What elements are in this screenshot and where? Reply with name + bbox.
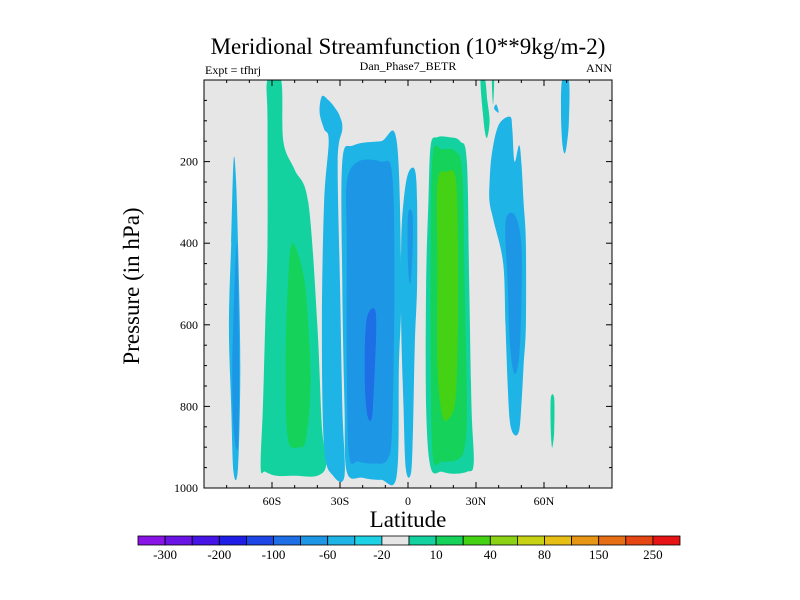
- colorbar-swatch: [327, 535, 356, 546]
- x-tick-label: 0: [405, 494, 411, 508]
- x-tick-label: 60N: [534, 494, 555, 508]
- x-axis: 60S 30S 0 30N 60N: [226, 80, 590, 508]
- contour-nh-top-green: [480, 80, 490, 138]
- colorbar-tick-label: 40: [484, 547, 497, 562]
- colorbar: -300 -200 -100 -60 -20 10 40 80 150 250: [137, 535, 681, 562]
- contour-nh-hadley-core: [436, 170, 459, 421]
- y-tick-label: 400: [180, 236, 198, 250]
- colorbar-tick-label: 10: [430, 547, 443, 562]
- colorbar-swatch: [137, 535, 166, 546]
- colorbar-tick-label: 80: [538, 547, 551, 562]
- colorbar-tick-label: 250: [643, 547, 663, 562]
- colorbar-swatch: [273, 535, 302, 546]
- colorbar-swatch: [300, 535, 329, 546]
- colorbar-swatch: [245, 535, 274, 546]
- x-tick-label: 30S: [331, 494, 350, 508]
- colorbar-swatch: [408, 535, 437, 546]
- colorbar-swatch: [164, 535, 193, 546]
- contour-hadley-neg-core: [364, 308, 377, 421]
- y-tick-label: 200: [180, 155, 198, 169]
- colorbar-tick-label: -20: [373, 547, 390, 562]
- colorbar-tick-label: -60: [319, 547, 336, 562]
- contour-nh-ferrel-core: [505, 212, 522, 375]
- x-tick-label: 60S: [263, 494, 282, 508]
- colorbar-swatch: [489, 535, 518, 546]
- y-tick-label: 1000: [174, 481, 198, 495]
- colorbar-swatch: [435, 535, 464, 546]
- experiment-label: Expt = tfhrj: [205, 63, 261, 77]
- chart-subtitle: Dan_Phase7_BETR: [360, 59, 457, 73]
- colorbar-swatch: [544, 535, 573, 546]
- chart-title: Meridional Streamfunction (10**9kg/m-2): [211, 34, 606, 59]
- colorbar-swatch: [517, 535, 545, 546]
- contour-equatorial-neg-core: [407, 209, 413, 285]
- y-axis: 200 400 600 800 1000: [174, 99, 612, 495]
- contour-sh-upper-neg: [319, 95, 345, 483]
- colorbar-swatch: [571, 535, 600, 546]
- y-axis-label: Pressure (in hPa): [119, 207, 144, 364]
- y-tick-label: 800: [180, 399, 198, 413]
- contour-sh-positive-inner: [285, 243, 311, 449]
- contour-nh-top-blue: [494, 104, 499, 113]
- colorbar-swatch: [191, 535, 220, 546]
- contour-equatorial-neg: [400, 167, 418, 478]
- colorbar-swatch: [598, 535, 627, 546]
- colorbar-tick-label: -100: [262, 547, 286, 562]
- contour-layer: [228, 80, 570, 486]
- y-tick-label: 600: [180, 318, 198, 332]
- colorbar-tick-label: 150: [589, 547, 609, 562]
- colorbar-swatch: [381, 535, 410, 546]
- season-label: ANN: [586, 61, 612, 75]
- colorbar-swatch: [652, 535, 681, 546]
- contour-sh-polar-neg-core: [232, 243, 240, 451]
- colorbar-swatch: [354, 535, 383, 546]
- colorbar-swatch: [625, 535, 654, 546]
- contour-nh-top-green-2: [491, 80, 495, 105]
- x-axis-label: Latitude: [370, 507, 447, 532]
- x-tick-label: 30N: [466, 494, 487, 508]
- colorbar-swatch: [218, 535, 247, 546]
- colorbar-tick-label: -200: [207, 547, 231, 562]
- colorbar-swatch: [462, 535, 491, 546]
- contour-nh-polar-green: [550, 394, 555, 448]
- contour-nh-polar-blue: [560, 80, 570, 154]
- colorbar-tick-label: -300: [153, 547, 177, 562]
